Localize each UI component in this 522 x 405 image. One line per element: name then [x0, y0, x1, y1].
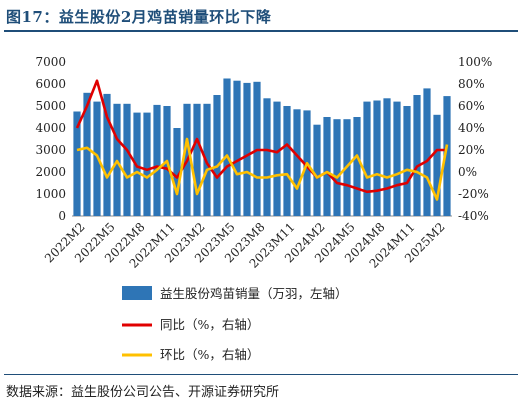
mom-line: [76, 137, 449, 201]
bar: [423, 88, 431, 216]
bar: [173, 128, 181, 216]
bar: [363, 101, 371, 216]
source-note: 数据来源：益生股份公司公告、开源证券研究所: [6, 385, 280, 400]
bar: [333, 119, 341, 216]
bar: [283, 106, 291, 216]
bar: [393, 101, 401, 216]
y-right-tick-label: 100%: [458, 55, 492, 69]
x-axis-ticks: 2022M22022M52022M82022M112023M22023M5202…: [42, 220, 448, 271]
y-left-tick-label: 1000: [35, 187, 66, 201]
bar: [193, 103, 201, 216]
legend: 益生股份鸡苗销量（万羽，左轴） 同比（%，右轴） 环比（%，右轴）: [122, 286, 348, 362]
bar: [213, 95, 221, 216]
bar: [373, 100, 381, 216]
bar: [273, 101, 281, 216]
axes: 0 1000 2000 3000 4000 5000 6000 7000 -40% -20% 0% 2…: [35, 55, 492, 223]
y-right-tick-label: 80%: [458, 77, 485, 91]
line-series: [75, 79, 449, 201]
chart-title: 图17：益生股份2月鸡苗销量环比下降: [6, 8, 272, 26]
y-left-tick-label: 4000: [35, 121, 66, 135]
title-divider: [4, 30, 518, 32]
bar: [153, 104, 161, 216]
bar: [243, 82, 251, 217]
bar: [83, 92, 91, 216]
bar-series: [73, 78, 451, 217]
y-left-tick-label: 0: [58, 209, 66, 223]
bar: [353, 117, 361, 216]
bar: [413, 95, 421, 216]
bar: [383, 98, 391, 216]
y-left-tick-label: 2000: [35, 165, 66, 179]
y-right-tick-label: -20%: [458, 187, 489, 201]
bar: [263, 98, 271, 216]
y-right-tick-label: 60%: [458, 99, 485, 113]
y-right-tick-label: 20%: [458, 143, 485, 157]
y-left-tick-label: 3000: [35, 143, 66, 157]
y-right-tick-label: 40%: [458, 121, 485, 135]
chart-svg: 0 1000 2000 3000 4000 5000 6000 7000 -40% -20% 0% 2…: [35, 55, 492, 362]
bar: [103, 93, 111, 216]
bar: [313, 124, 321, 216]
bar: [143, 112, 151, 216]
bar: [293, 109, 301, 216]
legend-swatch-bar: [122, 286, 152, 300]
legend-label-yoy: 同比（%，右轴）: [160, 317, 259, 332]
y-right-tick-label: 0%: [458, 165, 477, 179]
legend-label-mom: 环比（%，右轴）: [160, 347, 259, 362]
bar: [323, 117, 331, 216]
y-left-tick-label: 7000: [35, 55, 66, 69]
bar: [93, 101, 101, 216]
bar: [443, 96, 451, 216]
y-left-tick-label: 6000: [35, 77, 66, 91]
bar: [233, 80, 241, 216]
y-right-tick-label: -40%: [458, 209, 489, 223]
bar: [223, 78, 231, 216]
legend-label-bar: 益生股份鸡苗销量（万羽，左轴）: [160, 286, 348, 301]
yoy-line: [75, 79, 447, 194]
y-left-tick-label: 5000: [35, 99, 66, 113]
bar: [403, 106, 411, 216]
bar: [123, 103, 131, 216]
source-divider: [4, 374, 518, 375]
bar: [73, 111, 81, 216]
bar: [433, 114, 441, 216]
